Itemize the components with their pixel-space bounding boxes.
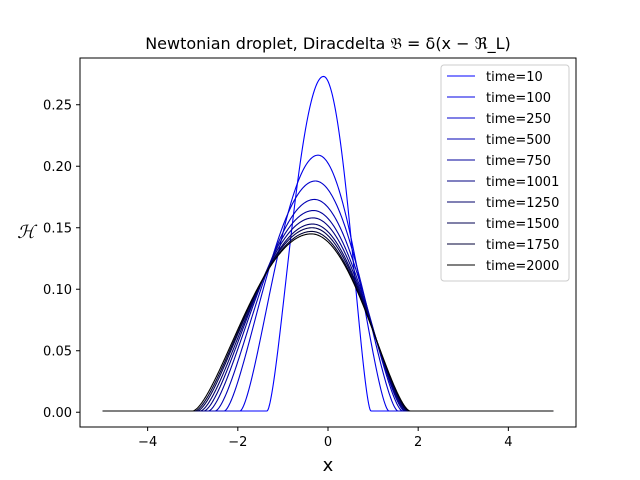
y-axis: 0.00 0.05 0.10 0.15 0.20 0.25 xyxy=(43,99,80,421)
y-tick-label: 0.05 xyxy=(43,345,72,360)
legend-label: time=2000 xyxy=(486,259,559,274)
legend-label: time=10 xyxy=(486,70,543,85)
axes-frame xyxy=(79,57,577,428)
y-tick-label: 0.15 xyxy=(43,222,72,237)
x-tick-label: −2 xyxy=(228,435,247,450)
legend-label: time=750 xyxy=(486,154,551,169)
y-tick-label: 0.25 xyxy=(43,99,72,114)
legend-label: time=1001 xyxy=(486,175,559,190)
y-axis-label: ℋ xyxy=(17,222,38,243)
x-tick-label: 4 xyxy=(504,435,512,450)
legend: time=10 time=100 time=250 time=500 time=750 t… xyxy=(440,64,570,282)
y-tick-label: 0.20 xyxy=(43,160,72,175)
y-tick-label: 0.10 xyxy=(43,283,72,298)
legend-label: time=1500 xyxy=(486,217,559,232)
legend-label: time=500 xyxy=(486,133,551,148)
series-line xyxy=(102,233,554,412)
x-tick-label: −4 xyxy=(138,435,157,450)
plot-area xyxy=(102,75,554,412)
x-axis: −4 −2 0 2 4 xyxy=(138,427,513,450)
x-tick-label: 0 xyxy=(324,435,332,450)
legend-box xyxy=(440,64,570,282)
legend-label: time=1750 xyxy=(486,238,559,253)
legend-label: time=100 xyxy=(486,91,551,106)
legend-label: time=1250 xyxy=(486,196,559,211)
x-axis-label: x xyxy=(323,455,334,476)
legend-label: time=250 xyxy=(486,112,551,127)
y-tick-label: 0.00 xyxy=(43,406,72,421)
x-tick-label: 2 xyxy=(414,435,422,450)
chart-title: Newtonian droplet, Diracdelta 𝔅 = δ(x − … xyxy=(145,34,511,54)
